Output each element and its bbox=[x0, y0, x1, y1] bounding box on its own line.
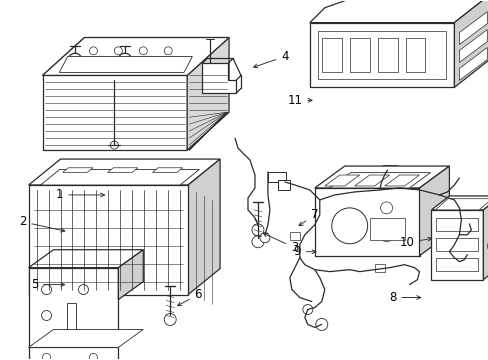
Polygon shape bbox=[314, 166, 448, 188]
Polygon shape bbox=[29, 159, 220, 185]
Polygon shape bbox=[324, 175, 359, 186]
Text: 2: 2 bbox=[19, 215, 65, 232]
Text: 1: 1 bbox=[56, 188, 104, 202]
Circle shape bbox=[164, 47, 172, 55]
Bar bbox=[369, 218, 404, 240]
Polygon shape bbox=[29, 250, 143, 268]
Circle shape bbox=[139, 47, 147, 55]
Polygon shape bbox=[59, 57, 192, 72]
Polygon shape bbox=[152, 168, 182, 172]
Bar bbox=[377, 37, 397, 72]
Polygon shape bbox=[329, 173, 429, 188]
Circle shape bbox=[164, 314, 176, 325]
Circle shape bbox=[380, 202, 392, 214]
Text: 3: 3 bbox=[263, 233, 298, 254]
Polygon shape bbox=[458, 30, 487, 62]
Circle shape bbox=[118, 53, 132, 67]
Circle shape bbox=[251, 224, 264, 236]
Polygon shape bbox=[458, 48, 487, 80]
Text: 9: 9 bbox=[292, 245, 315, 258]
Polygon shape bbox=[419, 166, 448, 256]
Circle shape bbox=[331, 208, 367, 244]
Text: 8: 8 bbox=[388, 291, 420, 304]
Circle shape bbox=[41, 285, 51, 294]
Circle shape bbox=[110, 141, 118, 149]
Bar bbox=[436, 238, 477, 251]
Circle shape bbox=[89, 47, 97, 55]
Polygon shape bbox=[435, 199, 488, 210]
Polygon shape bbox=[430, 196, 488, 210]
Bar bbox=[382, 165, 396, 173]
Bar bbox=[317, 31, 446, 80]
Circle shape bbox=[380, 230, 392, 242]
Circle shape bbox=[315, 319, 327, 330]
Circle shape bbox=[251, 236, 264, 248]
Polygon shape bbox=[29, 347, 118, 360]
Polygon shape bbox=[29, 329, 143, 347]
Polygon shape bbox=[118, 250, 143, 300]
Bar bbox=[405, 37, 425, 72]
Bar bbox=[267, 172, 285, 182]
Circle shape bbox=[68, 53, 82, 67]
Text: 6: 6 bbox=[177, 288, 202, 306]
Bar bbox=[321, 37, 341, 72]
Bar bbox=[289, 232, 299, 240]
Polygon shape bbox=[354, 175, 389, 186]
Circle shape bbox=[42, 353, 50, 360]
Polygon shape bbox=[107, 168, 138, 172]
Circle shape bbox=[302, 305, 312, 315]
Bar bbox=[277, 180, 289, 190]
Text: 7: 7 bbox=[298, 208, 318, 226]
Polygon shape bbox=[314, 188, 419, 256]
Polygon shape bbox=[42, 37, 228, 75]
Polygon shape bbox=[41, 170, 199, 185]
Polygon shape bbox=[29, 185, 188, 294]
Bar bbox=[66, 302, 76, 330]
Polygon shape bbox=[188, 159, 220, 294]
Polygon shape bbox=[187, 37, 228, 150]
Polygon shape bbox=[309, 23, 453, 87]
Polygon shape bbox=[29, 268, 118, 347]
Text: 5: 5 bbox=[31, 278, 64, 291]
Polygon shape bbox=[458, 12, 487, 45]
Text: 11: 11 bbox=[287, 94, 311, 107]
Circle shape bbox=[41, 310, 51, 320]
Polygon shape bbox=[430, 210, 482, 280]
Bar bbox=[448, 244, 458, 252]
Bar bbox=[349, 37, 369, 72]
Bar bbox=[436, 258, 477, 271]
Polygon shape bbox=[62, 168, 93, 172]
Polygon shape bbox=[309, 0, 488, 23]
Polygon shape bbox=[482, 196, 488, 280]
Polygon shape bbox=[202, 63, 236, 93]
Circle shape bbox=[78, 285, 88, 294]
Circle shape bbox=[465, 220, 472, 228]
Polygon shape bbox=[384, 175, 419, 186]
Circle shape bbox=[114, 47, 122, 55]
Circle shape bbox=[89, 353, 97, 360]
Polygon shape bbox=[453, 0, 488, 87]
Circle shape bbox=[260, 233, 269, 243]
Bar bbox=[436, 218, 477, 231]
Text: 4: 4 bbox=[253, 50, 288, 68]
Polygon shape bbox=[42, 75, 187, 150]
Polygon shape bbox=[42, 37, 228, 75]
Text: 10: 10 bbox=[399, 236, 431, 249]
Bar bbox=[374, 264, 384, 272]
Circle shape bbox=[487, 241, 488, 251]
